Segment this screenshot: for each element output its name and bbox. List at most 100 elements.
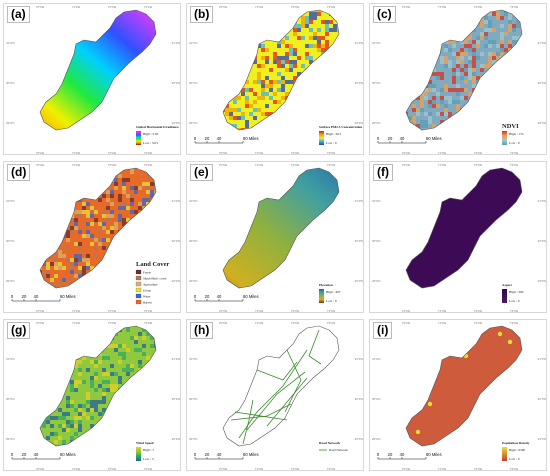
- lat-tick-label: 31°0'N: [538, 41, 546, 45]
- lat-tick-label: 30°0'N: [172, 397, 180, 401]
- legend-swatch: [135, 287, 142, 293]
- lon-tick-label: 72°0'E: [108, 321, 116, 325]
- legend-low-label: Low : 5.03: [143, 141, 158, 145]
- lat-tick-label: 31°0'N: [172, 199, 180, 203]
- legend-title: Aspect: [502, 283, 513, 287]
- map-panel-i: 70°0'E 70°0'E 71°0'E 71°0'E 72°0'E 72°0'E 73°0…: [369, 319, 547, 471]
- legend-low-label: Low : 0: [326, 299, 337, 303]
- map-panel-b: 70°0'E 70°0'E 71°0'E 71°0'E 72°0'E 72°0'E 73°0…: [186, 3, 364, 155]
- scale-tick-label: 80 Miles: [60, 294, 76, 299]
- lon-tick-label: 70°0'E: [219, 163, 227, 167]
- lon-tick-label: 72°0'E: [474, 163, 482, 167]
- lon-tick-label: 71°0'E: [255, 467, 263, 471]
- legend-swatch: [135, 293, 142, 299]
- lon-tick-label: 73°0'E: [510, 151, 518, 155]
- legend: NDVI High : 174 Low : 0: [502, 123, 524, 145]
- legend-high-label: High : 30.5: [326, 132, 342, 136]
- lon-tick-label: 72°0'E: [474, 467, 482, 471]
- scale-tick-label: 40: [400, 452, 405, 457]
- legend: Global Horizontal Irradiance High : 5.95 L…: [136, 125, 179, 145]
- lon-tick-label: 70°0'E: [36, 321, 44, 325]
- lat-tick-label: 31°0'N: [189, 357, 197, 361]
- lon-tick-label: 72°0'E: [291, 309, 299, 313]
- legend-low-label: Low : 3: [143, 457, 154, 461]
- scale-bar: 0 20 40 80 Miles: [194, 294, 259, 302]
- lon-tick-label: 71°0'E: [72, 5, 80, 9]
- lat-tick-label: 31°0'N: [355, 357, 363, 361]
- lat-tick-label: 30°0'N: [189, 397, 197, 401]
- lon-tick-label: 73°0'E: [144, 467, 152, 471]
- map-panel-g: 70°0'E 70°0'E 71°0'E 71°0'E 72°0'E 72°0'E 73°0…: [3, 319, 181, 471]
- district-boundary: [405, 9, 523, 131]
- lat-tick-label: 29°0'N: [189, 279, 197, 283]
- legend-low-label: Low : 0: [509, 299, 520, 303]
- map-panel-h: 70°0'E 70°0'E 71°0'E 71°0'E 72°0'E 72°0'E 73°0…: [186, 319, 364, 471]
- legend-title: Global Horizontal Irradiance: [136, 125, 179, 129]
- lon-tick-label: 72°0'E: [291, 5, 299, 9]
- legend: Aspect High : 360 Low : 0: [502, 283, 524, 303]
- lon-tick-label: 72°0'E: [474, 309, 482, 313]
- legend-color-ramp: [502, 289, 507, 303]
- map-svg-i: 70°0'E 70°0'E 71°0'E 71°0'E 72°0'E 72°0'E 73°0…: [372, 321, 546, 471]
- lat-tick-label: 31°0'N: [6, 41, 14, 45]
- map-svg-e: 70°0'E 70°0'E 71°0'E 71°0'E 72°0'E 72°0'E 73°0…: [189, 163, 363, 313]
- scale-tick-label: 80 Miles: [243, 452, 259, 457]
- lon-tick-label: 72°0'E: [108, 467, 116, 471]
- legend-item-label: Road Network: [329, 448, 348, 452]
- lon-tick-label: 70°0'E: [36, 163, 44, 167]
- scale-bar: 0 20 40 80 Miles: [377, 136, 442, 144]
- lat-tick-label: 30°0'N: [172, 81, 180, 85]
- lat-tick-label: 30°0'N: [6, 397, 14, 401]
- map-svg-d: 70°0'E 70°0'E 71°0'E 71°0'E 72°0'E 72°0'E 73°0…: [6, 163, 180, 313]
- lon-tick-label: 71°0'E: [255, 151, 263, 155]
- legend-item-label: Forest: [143, 270, 151, 274]
- lon-tick-label: 73°0'E: [510, 5, 518, 9]
- legend-swatch: [135, 269, 142, 275]
- lat-tick-label: 31°0'N: [355, 199, 363, 203]
- lat-tick-label: 29°0'N: [355, 121, 363, 125]
- lat-tick-label: 31°0'N: [189, 41, 197, 45]
- lon-tick-label: 70°0'E: [219, 5, 227, 9]
- scale-tick-label: 40: [34, 452, 39, 457]
- district-boundary: [39, 167, 157, 289]
- lon-tick-label: 72°0'E: [474, 5, 482, 9]
- lon-tick-label: 71°0'E: [72, 467, 80, 471]
- lon-tick-label: 71°0'E: [255, 5, 263, 9]
- lat-tick-label: 29°0'N: [6, 121, 14, 125]
- scale-tick-label: 40: [217, 452, 222, 457]
- legend: Surface PM2.5 Concentration High : 30.5 Lo…: [319, 125, 362, 145]
- lat-tick-label: 30°0'N: [538, 239, 546, 243]
- lon-tick-label: 72°0'E: [291, 467, 299, 471]
- district-boundary: [405, 325, 523, 447]
- lat-tick-label: 29°0'N: [355, 437, 363, 441]
- lon-tick-label: 72°0'E: [108, 163, 116, 167]
- map-svg-b: 70°0'E 70°0'E 71°0'E 71°0'E 72°0'E 72°0'E 73°0…: [189, 5, 363, 155]
- map-panel-a: 70°0'E 70°0'E 71°0'E 71°0'E 72°0'E 72°0'E 73°0…: [3, 3, 181, 155]
- legend-high-label: High : 174: [509, 132, 524, 136]
- legend-item-label: Water: [143, 294, 151, 298]
- scale-tick-label: 40: [217, 136, 222, 141]
- lon-tick-label: 72°0'E: [291, 151, 299, 155]
- lat-tick-label: 31°0'N: [172, 357, 180, 361]
- scale-bar: 0 20 40 80 Miles: [194, 136, 259, 144]
- lat-tick-label: 31°0'N: [172, 41, 180, 45]
- lat-tick-label: 29°0'N: [372, 279, 380, 283]
- panel-label: (b): [190, 6, 214, 23]
- map-panel-c: 70°0'E 70°0'E 71°0'E 71°0'E 72°0'E 72°0'E 73°0…: [369, 3, 547, 155]
- lat-tick-label: 29°0'N: [172, 437, 180, 441]
- lat-tick-label: 31°0'N: [372, 199, 380, 203]
- lat-tick-label: 31°0'N: [6, 357, 14, 361]
- lon-tick-label: 73°0'E: [510, 163, 518, 167]
- legend-swatch: [135, 281, 142, 287]
- scale-tick-label: 20: [22, 452, 27, 457]
- lat-tick-label: 30°0'N: [6, 239, 14, 243]
- map-panel-d: 70°0'E 70°0'E 71°0'E 71°0'E 72°0'E 72°0'E 73°0…: [3, 161, 181, 313]
- legend-color-ramp: [136, 447, 141, 461]
- legend-swatch: [135, 299, 142, 305]
- legend-title: NDVI: [502, 123, 519, 130]
- road-lines: [230, 329, 322, 445]
- lon-tick-label: 72°0'E: [108, 151, 116, 155]
- lat-tick-label: 30°0'N: [372, 397, 380, 401]
- legend-title: Surface PM2.5 Concentration: [319, 125, 362, 129]
- legend-item-label: Shrub/Herb. cover: [143, 276, 167, 280]
